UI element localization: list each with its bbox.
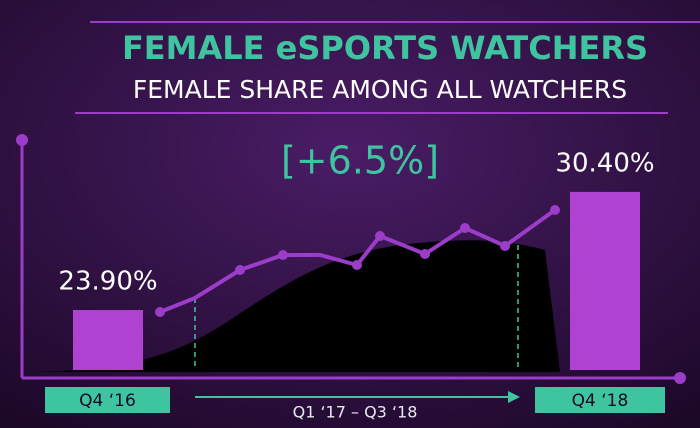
chart-subtitle: FEMALE SHARE AMONG ALL WATCHERS — [133, 75, 627, 104]
range-label: Q1 ‘17 – Q3 ‘18 — [293, 403, 418, 422]
x-tick-label: Q4 ‘18 — [572, 391, 629, 411]
category-box — [45, 387, 170, 413]
decorative-area — [30, 240, 560, 372]
range-arrowhead — [508, 391, 520, 403]
bar — [570, 191, 640, 370]
axis-dot — [674, 372, 686, 384]
value-label: 30.40% — [555, 148, 654, 178]
value-label: 23.90% — [58, 267, 157, 297]
annotation: [+6.5%] — [281, 139, 439, 183]
bar — [73, 310, 143, 370]
category-box — [535, 387, 665, 413]
axis-dot — [16, 134, 28, 146]
x-tick-label: Q4 ‘16 — [79, 391, 136, 411]
chart-title: FEMALE eSPORTS WATCHERS — [122, 29, 648, 67]
trend-dots — [155, 205, 560, 317]
